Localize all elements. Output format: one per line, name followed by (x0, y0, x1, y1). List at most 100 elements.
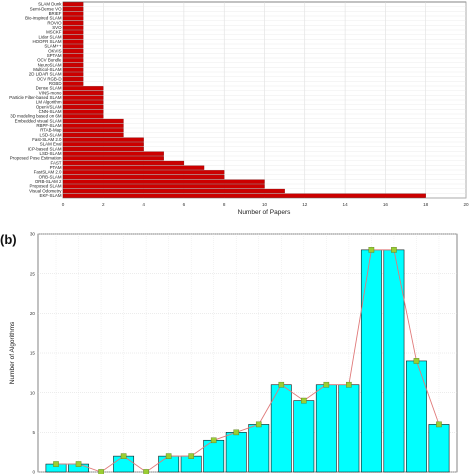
panel-b-point-marker (98, 469, 104, 474)
panel-a-bar (62, 86, 104, 91)
panel-a-x-axis-label: Number of Papers (238, 209, 291, 216)
panel-a-category-label: CNN-SLAM (39, 109, 62, 114)
panel-b-y-tick: 30 (30, 232, 36, 237)
panel-a-x-tick: 4 (142, 202, 145, 207)
panel-a-bar (62, 142, 144, 147)
panel-b-point-marker (120, 453, 127, 459)
panel-a-x-tick: 6 (183, 202, 186, 207)
panel-a-bar (62, 72, 84, 77)
panel-a-bar (62, 58, 84, 63)
panel-a-category-label: VINS-mono (39, 90, 62, 95)
panel-a-x-tick: 12 (302, 202, 308, 207)
panel-a-category-label: ROVIO (47, 20, 62, 25)
panel-a-category-label: Visual Odometry (29, 188, 62, 193)
panel-a-bar (62, 104, 104, 110)
panel-a-category-label: ORB-SLAM (39, 174, 62, 179)
panel-b-bar (225, 432, 247, 473)
panel-a-category-label: HOOFR SLAM (32, 39, 61, 44)
panel-a-category-label: EKF-SLAM (40, 193, 62, 198)
panel-a-x-tick-labels: 0 2 4 6 8 10 12 14 16 18 20 (62, 202, 469, 207)
panel-a-bar (62, 137, 144, 142)
panel-a-category-label: LSD-SLAM (40, 132, 62, 137)
panel-a-category-label: SPTAM (47, 53, 62, 58)
panel-b-bar (315, 384, 337, 473)
panel-a-bar (62, 188, 285, 194)
panel-b-label: (b) (0, 232, 17, 247)
panel-a-category-label: Dense SLAM (36, 86, 62, 91)
panel-a-bar (62, 118, 124, 124)
panel-a-category-label: OKVIS (48, 48, 61, 53)
panel-b-y-axis-label: Number of Algorithms (9, 321, 16, 384)
panel-b-bar (406, 360, 427, 473)
panel-a-bar (62, 123, 124, 128)
panel-b-y-tick: 25 (30, 271, 36, 276)
panel-a-bar (62, 20, 84, 26)
panel-a-category-label: SLAM Dunk (38, 2, 62, 7)
panel-a-bar (62, 132, 124, 138)
panel-a-bar (62, 128, 124, 133)
panel-a-bar (62, 34, 84, 40)
panel-a-category-label: LSD-SLAM (40, 151, 62, 156)
panel-a-category-label: Particle Filter-based SLAM (9, 95, 62, 100)
panel-a-category-label: Multicol-SLAM (33, 67, 62, 72)
panel-a-category-label: Embedded visual SLAM (15, 118, 62, 123)
panel-a-category-label: NeuroSLAM (38, 62, 62, 67)
panel-a-x-tick: 18 (423, 202, 429, 207)
panel-a-x-tick: 0 (62, 202, 65, 207)
panel-b-markers (53, 247, 442, 474)
panel-b-y-tick: 15 (30, 351, 36, 356)
panel-b-trend-line (56, 249, 440, 473)
panel-a-bar (62, 160, 185, 166)
panel-a-bar (62, 193, 426, 198)
panel-a-category-label: BRIEF (49, 11, 62, 16)
panel-b-point-marker (368, 247, 375, 253)
panel-b-point-marker (323, 381, 330, 388)
panel-b-point-marker (165, 453, 172, 459)
panel-a-bars (62, 2, 426, 198)
panel-a-bar (62, 100, 104, 105)
panel-b-point-marker (188, 453, 194, 459)
panel-b-bar (293, 400, 315, 473)
panel-a-x-tick: 14 (343, 202, 349, 207)
panel-a-bar (62, 67, 84, 72)
panel-a-category-label: ORB-SLAM 2 (35, 179, 62, 184)
panel-a-category-label: OCV RGB-D (37, 76, 62, 81)
panel-b-y-tick: 10 (30, 390, 36, 395)
panel-a-bar (62, 170, 225, 175)
panel-a-bar (62, 25, 84, 30)
panel-b-point-marker (210, 437, 217, 444)
panel-a-bar (62, 184, 265, 189)
panel-a-x-tick: 8 (223, 202, 226, 207)
panel-b-point-marker (233, 429, 240, 436)
panel-a-category-label: FAST (51, 160, 62, 165)
panel-a-category-label: Bio-inspired SLAM (25, 16, 62, 21)
panel-a-category-label: Lidar SLAM (39, 34, 62, 39)
panel-a-bar (62, 179, 265, 184)
panel-a-bar (62, 44, 84, 49)
panel-b-y-tick: 20 (30, 311, 36, 316)
panel-a-bar (62, 6, 84, 12)
panel-a-category-label: OpenVSLAM (36, 104, 62, 109)
panel-a-category-label: Fast-SLAM 2.0 (32, 137, 62, 142)
panel-b-bar (338, 384, 360, 473)
panel-b-point-marker (75, 461, 82, 467)
panel-b-point-marker (391, 247, 397, 253)
panel-a-category-label: 3D modeling based on 6M (10, 114, 62, 119)
panel-a-category-label: OCV Bundle (37, 58, 62, 63)
panel-a-category-label: RBPF-SLAM (36, 123, 61, 128)
panel-a-category-label: 2D LiDAR SLAM (29, 72, 62, 77)
panel-b-bar (360, 249, 382, 473)
panel-b-y-tick: 0 (32, 470, 35, 474)
panel-b-line-series (56, 249, 440, 473)
panel-b-bar-line-chart: (b) 0 5 10 15 20 25 30 Number of Algorithms (0, 232, 458, 474)
panel-b-point-marker (436, 421, 442, 428)
panel-a-category-label: FastSLAM 2.0 (34, 170, 62, 175)
panel-a-x-tick: 16 (383, 202, 389, 207)
panel-a-x-tick: 2 (102, 202, 105, 207)
panel-a-category-label: ICP-based SLAM (28, 146, 62, 151)
panel-a-bar (62, 156, 164, 161)
panel-b-y-tick-labels: 0 5 10 15 20 25 30 (30, 232, 36, 474)
panel-a-category-label: MSCKF (46, 30, 62, 35)
panel-b-point-marker (143, 469, 149, 474)
